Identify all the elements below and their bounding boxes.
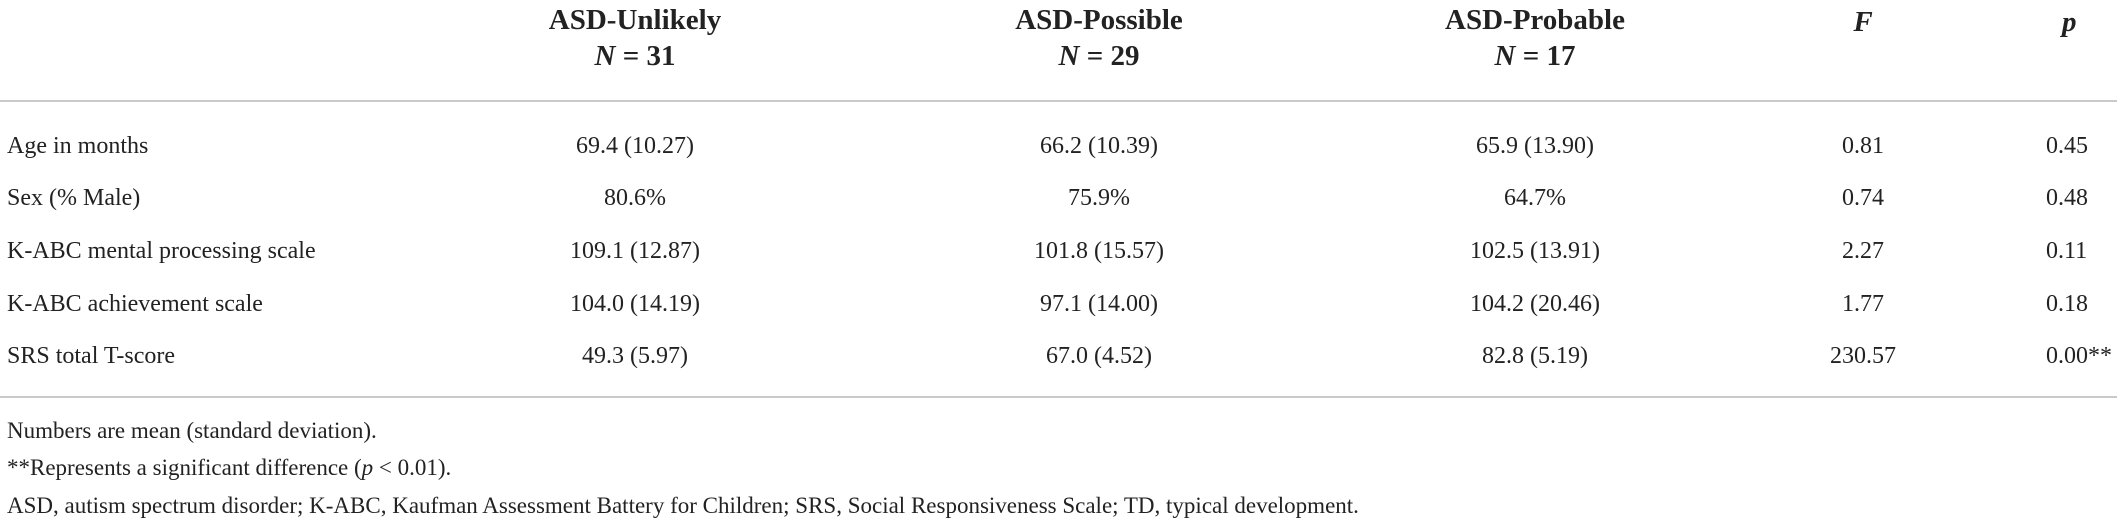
row-label: Age in months xyxy=(7,133,149,159)
cell: 1.77 xyxy=(1842,291,1884,317)
footnote-part: < 0.01). xyxy=(373,455,452,480)
cell: 49.3 (5.97) xyxy=(582,343,688,369)
cell: 64.7% xyxy=(1504,185,1566,211)
header-name: F xyxy=(1853,6,1873,38)
row-label: K-ABC achievement scale xyxy=(7,291,263,317)
cell: 75.9% xyxy=(1068,185,1130,211)
cell: 104.2 (20.46) xyxy=(1470,291,1600,317)
cell: 80.6% xyxy=(604,185,666,211)
n-text: = 31 xyxy=(622,40,676,72)
column-header: p xyxy=(2062,4,2077,40)
cell: 0.00** xyxy=(2046,343,2112,369)
cell: 97.1 (14.00) xyxy=(1040,291,1158,317)
n-symbol: N xyxy=(1058,40,1080,72)
footnote-part: ASD, autism spectrum disorder; K-ABC, Ka… xyxy=(7,493,1359,518)
footnote-part: **Represents a significant difference ( xyxy=(7,455,362,480)
cell: 104.0 (14.19) xyxy=(570,291,700,317)
column-header: ASD-Possible N = 29 xyxy=(1015,2,1183,74)
header-name: ASD-Probable xyxy=(1445,4,1625,36)
cell: 230.57 xyxy=(1830,343,1896,369)
row-label: K-ABC mental processing scale xyxy=(7,238,316,264)
cell: 69.4 (10.27) xyxy=(576,133,694,159)
cell: 0.48 xyxy=(2046,185,2088,211)
cell: 0.45 xyxy=(2046,133,2088,159)
cell: 102.5 (13.91) xyxy=(1470,238,1600,264)
header-name: ASD-Possible xyxy=(1015,4,1183,36)
cell: 2.27 xyxy=(1842,238,1884,264)
column-header: ASD-Probable N = 17 xyxy=(1445,2,1625,74)
footnote: Numbers are mean (standard deviation). xyxy=(7,416,377,446)
cell: 101.8 (15.57) xyxy=(1034,238,1164,264)
cell: 0.81 xyxy=(1842,133,1884,159)
bottom-rule xyxy=(0,396,2117,398)
footnote-part: p xyxy=(361,455,374,480)
header-name: p xyxy=(2062,6,2077,38)
cell: 0.74 xyxy=(1842,185,1884,211)
footnote: ASD, autism spectrum disorder; K-ABC, Ka… xyxy=(7,491,1359,521)
row-label: Sex (% Male) xyxy=(7,185,141,211)
cell: 82.8 (5.19) xyxy=(1482,343,1588,369)
cell: 66.2 (10.39) xyxy=(1040,133,1158,159)
n-symbol: N xyxy=(594,40,616,72)
footnote-part: Numbers are mean (standard deviation). xyxy=(7,418,377,443)
column-header: ASD-Unlikely N = 31 xyxy=(549,2,721,74)
cell: 0.11 xyxy=(2046,238,2088,264)
cell: 67.0 (4.52) xyxy=(1046,343,1152,369)
footnote: **Represents a significant difference (p… xyxy=(7,453,451,483)
n-text: = 29 xyxy=(1086,40,1140,72)
row-label: SRS total T-score xyxy=(7,343,176,369)
header-name: ASD-Unlikely xyxy=(548,4,722,36)
n-symbol: N xyxy=(1494,40,1516,72)
cell: 65.9 (13.90) xyxy=(1476,133,1594,159)
cell: 109.1 (12.87) xyxy=(570,238,700,264)
n-text: = 17 xyxy=(1522,40,1576,72)
cell: 0.18 xyxy=(2046,291,2088,317)
column-header: F xyxy=(1853,4,1872,40)
header-rule xyxy=(0,100,2117,102)
